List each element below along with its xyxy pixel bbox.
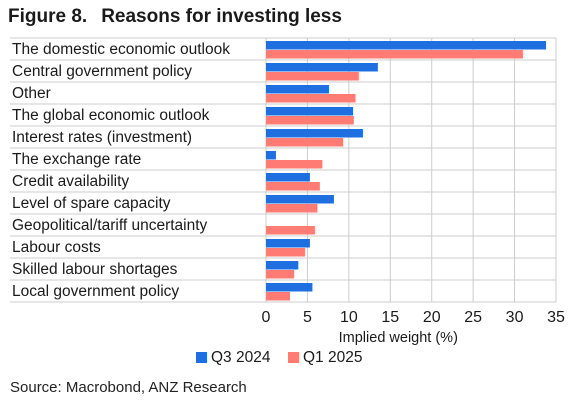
x-tick-label: 5	[303, 309, 312, 326]
category-labels: The domestic economic outlook Central gov…	[12, 41, 230, 300]
bar-q1-2025	[266, 94, 356, 103]
x-axis-label: Implied weight (%)	[339, 330, 458, 346]
x-tick-label: 10	[340, 309, 358, 326]
x-tick-label: 30	[506, 309, 524, 326]
category-label: The domestic economic outlook	[12, 41, 230, 58]
category-label: Interest rates (investment)	[12, 129, 192, 146]
bar-q3-2024	[266, 261, 299, 270]
legend-label: Q3 2024	[211, 349, 271, 366]
bar-q3-2024	[266, 195, 334, 204]
bar-q1-2025	[266, 50, 523, 59]
bar-q1-2025	[266, 72, 359, 81]
category-label: Geopolitical/tariff uncertainty	[12, 217, 208, 234]
legend-swatch	[288, 352, 299, 363]
x-tick-label: 35	[547, 309, 565, 326]
bar-q1-2025	[266, 226, 315, 235]
bar-q3-2024	[266, 129, 363, 138]
x-axis: 0 5 10 15 20 25 30 35 Implied weight (%)	[262, 309, 565, 346]
category-label: The exchange rate	[12, 151, 141, 168]
bar-q1-2025	[266, 160, 323, 169]
category-label: The global economic outlook	[12, 107, 210, 124]
category-label: Central government policy	[12, 63, 192, 80]
category-label: Labour costs	[12, 239, 101, 256]
legend-swatch	[196, 352, 207, 363]
x-tick-label: 0	[262, 309, 271, 326]
legend-label: Q1 2025	[303, 349, 362, 366]
bar-q3-2024	[266, 63, 378, 72]
bar-q3-2024	[266, 283, 313, 292]
bar-q3-2024	[266, 107, 353, 116]
gridlines	[10, 37, 557, 303]
x-tick-label: 20	[423, 309, 441, 326]
bar-q3-2024	[266, 85, 329, 94]
legend: Q3 2024 Q1 2025	[196, 349, 362, 366]
bar-q1-2025	[266, 270, 295, 279]
bar-q1-2025	[266, 116, 354, 125]
category-label: Credit availability	[12, 173, 129, 190]
bar-q1-2025	[266, 292, 291, 301]
bar-q3-2024	[266, 173, 310, 182]
x-tick-label: 25	[464, 309, 482, 326]
bar-q3-2024	[266, 151, 276, 160]
bar-q1-2025	[266, 182, 320, 191]
category-label: Local government policy	[12, 283, 179, 300]
x-tick-label: 15	[381, 309, 399, 326]
figure-title: Figure 8. Reasons for investing less	[8, 6, 342, 28]
figure-title-text: Reasons for investing less	[101, 6, 342, 27]
category-label: Level of spare capacity	[12, 195, 171, 212]
bar-q3-2024	[266, 41, 547, 50]
bars	[266, 41, 547, 301]
bar-q1-2025	[266, 138, 344, 147]
figure-number: Figure 8.	[8, 6, 88, 27]
bar-q1-2025	[266, 204, 318, 213]
bar-q1-2025	[266, 248, 305, 257]
category-label: Skilled labour shortages	[12, 261, 178, 278]
bar-q3-2024	[266, 239, 310, 248]
category-label: Other	[12, 85, 51, 102]
source-note: Source: Macrobond, ANZ Research	[10, 379, 247, 396]
